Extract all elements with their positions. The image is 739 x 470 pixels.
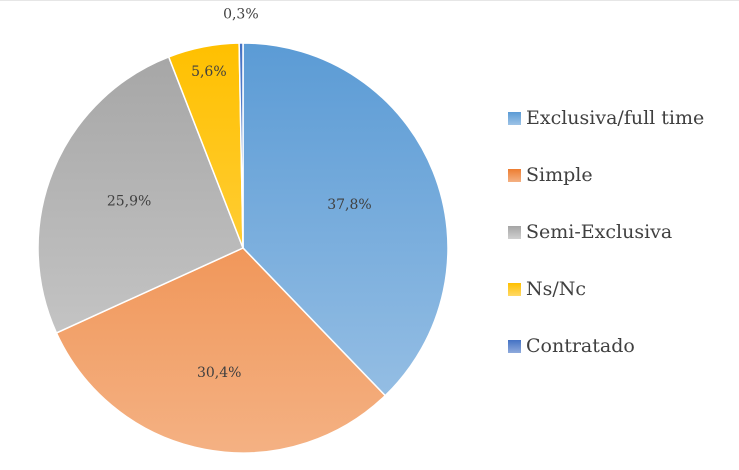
- legend-item-contratado: Contratado: [508, 331, 733, 388]
- legend-item-exclusiva: Exclusiva/full time: [508, 103, 733, 160]
- legend: Exclusiva/full time Simple Semi-Exclusiv…: [508, 103, 733, 388]
- legend-label-contratado: Contratado: [526, 335, 635, 357]
- legend-item-semi-exclusiva: Semi-Exclusiva: [508, 217, 733, 274]
- pie-data-labels: 37,8% 30,4% 25,9% 5,6% 0,3%: [107, 7, 372, 381]
- pie-slice-exclusiva: [242, 42, 449, 397]
- pie-slice-contratado: [238, 42, 244, 249]
- data-label-contratado: 0,3%: [223, 7, 259, 23]
- legend-item-nsnc: Ns/Nc: [508, 274, 733, 331]
- data-label-semi-exclusiva: 25,9%: [107, 194, 151, 210]
- data-label-exclusiva: 37,8%: [327, 197, 371, 213]
- pie-slice-semi-exclusiva: [37, 55, 244, 334]
- data-label-nsnc: 5,6%: [191, 64, 227, 80]
- pie-slices: [37, 42, 449, 454]
- legend-label-simple: Simple: [526, 164, 593, 186]
- legend-label-exclusiva: Exclusiva/full time: [526, 107, 705, 129]
- legend-swatch-exclusiva: [508, 112, 521, 125]
- legend-swatch-simple: [508, 169, 521, 182]
- legend-swatch-semi-exclusiva: [508, 226, 521, 239]
- top-divider: [0, 0, 739, 1]
- legend-item-simple: Simple: [508, 160, 733, 217]
- legend-swatch-contratado: [508, 340, 521, 353]
- pie-slice-simple: [55, 247, 387, 454]
- data-label-simple: 30,4%: [197, 365, 241, 381]
- legend-label-nsnc: Ns/Nc: [526, 278, 587, 300]
- legend-swatch-nsnc: [508, 283, 521, 296]
- legend-label-semi-exclusiva: Semi-Exclusiva: [526, 221, 673, 243]
